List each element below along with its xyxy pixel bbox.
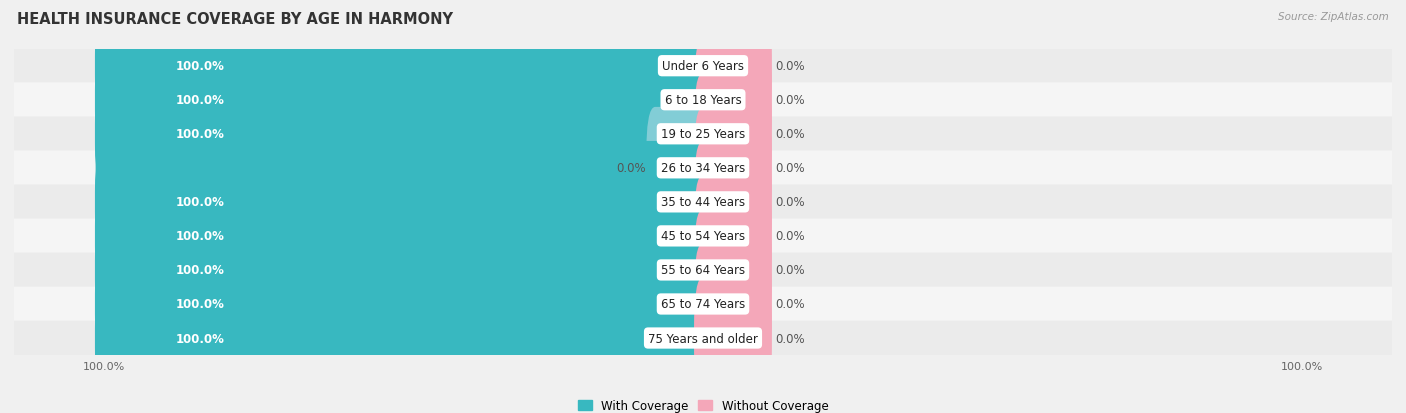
FancyBboxPatch shape [14,151,1392,186]
FancyBboxPatch shape [96,74,711,195]
FancyBboxPatch shape [96,40,711,161]
Text: 55 to 64 Years: 55 to 64 Years [661,264,745,277]
FancyBboxPatch shape [96,6,711,127]
FancyBboxPatch shape [695,176,772,297]
FancyBboxPatch shape [96,142,711,263]
Text: HEALTH INSURANCE COVERAGE BY AGE IN HARMONY: HEALTH INSURANCE COVERAGE BY AGE IN HARM… [17,12,453,27]
FancyBboxPatch shape [96,243,711,365]
FancyBboxPatch shape [647,108,711,229]
FancyBboxPatch shape [695,209,772,331]
FancyBboxPatch shape [14,287,1392,322]
Text: 100.0%: 100.0% [176,60,225,73]
Text: 0.0%: 0.0% [775,298,804,311]
Legend: With Coverage, Without Coverage: With Coverage, Without Coverage [572,394,834,413]
Text: 100.0%: 100.0% [176,264,225,277]
Text: 0.0%: 0.0% [775,264,804,277]
Text: 65 to 74 Years: 65 to 74 Years [661,298,745,311]
Text: 100.0%: 100.0% [176,332,225,345]
FancyBboxPatch shape [695,108,772,229]
Text: 0.0%: 0.0% [775,332,804,345]
Text: 26 to 34 Years: 26 to 34 Years [661,162,745,175]
Text: 100.0%: 100.0% [176,298,225,311]
FancyBboxPatch shape [695,142,772,263]
Text: 0.0%: 0.0% [775,60,804,73]
FancyBboxPatch shape [695,278,772,399]
FancyBboxPatch shape [14,219,1392,254]
Text: 0.0%: 0.0% [775,230,804,243]
Text: 19 to 25 Years: 19 to 25 Years [661,128,745,141]
FancyBboxPatch shape [695,74,772,195]
Text: 0.0%: 0.0% [775,94,804,107]
Text: 0.0%: 0.0% [775,128,804,141]
FancyBboxPatch shape [14,49,1392,84]
Text: 100.0%: 100.0% [176,94,225,107]
FancyBboxPatch shape [14,83,1392,118]
Text: 100.0%: 100.0% [176,128,225,141]
FancyBboxPatch shape [96,278,711,399]
FancyBboxPatch shape [96,209,711,331]
Text: 75 Years and older: 75 Years and older [648,332,758,345]
FancyBboxPatch shape [695,40,772,161]
FancyBboxPatch shape [14,253,1392,287]
FancyBboxPatch shape [695,243,772,365]
Text: 45 to 54 Years: 45 to 54 Years [661,230,745,243]
Text: 0.0%: 0.0% [775,162,804,175]
FancyBboxPatch shape [14,117,1392,152]
FancyBboxPatch shape [695,6,772,127]
Text: 6 to 18 Years: 6 to 18 Years [665,94,741,107]
Text: 100.0%: 100.0% [176,196,225,209]
Text: Source: ZipAtlas.com: Source: ZipAtlas.com [1278,12,1389,22]
Text: 35 to 44 Years: 35 to 44 Years [661,196,745,209]
Text: 0.0%: 0.0% [775,196,804,209]
FancyBboxPatch shape [14,321,1392,356]
FancyBboxPatch shape [14,185,1392,220]
Text: Under 6 Years: Under 6 Years [662,60,744,73]
FancyBboxPatch shape [96,176,711,297]
Text: 100.0%: 100.0% [176,230,225,243]
Text: 0.0%: 0.0% [616,162,647,175]
